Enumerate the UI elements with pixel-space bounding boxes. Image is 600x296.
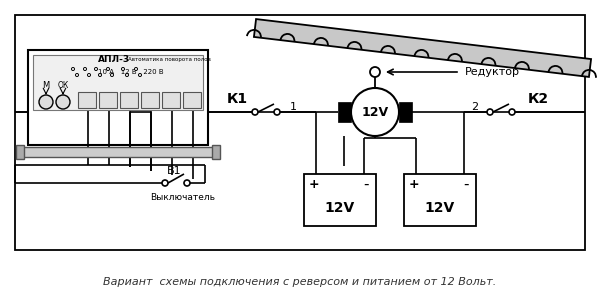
Bar [99,92,117,108]
Text: 2: 2 [471,102,478,112]
Text: -: - [463,176,469,192]
Bar [338,102,351,122]
Bar [141,92,159,108]
Circle shape [95,67,97,70]
Circle shape [125,73,128,76]
Bar [15,15,585,250]
Circle shape [487,109,493,115]
Circle shape [252,109,258,115]
Bar [304,174,376,226]
Text: Редуктор: Редуктор [465,67,520,77]
Bar [16,145,24,159]
Circle shape [139,73,142,76]
Text: +: + [409,178,419,191]
Bar [162,92,180,108]
Circle shape [274,109,280,115]
Bar [78,92,96,108]
Bar [212,145,220,159]
Text: Вариант  схемы подключения с реверсом и питанием от 12 Вольт.: Вариант схемы подключения с реверсом и п… [103,277,497,287]
Text: ОК: ОК [58,81,68,89]
Circle shape [162,180,168,186]
Circle shape [83,67,86,70]
Text: Автоматика поворота полов: Автоматика поворота полов [128,57,211,62]
Circle shape [351,88,399,136]
Circle shape [110,73,113,76]
Text: 10 А   12 В   220 В: 10 А 12 В 220 В [98,69,164,75]
Bar [22,147,214,157]
Text: К2: К2 [527,92,548,106]
Text: +: + [308,178,319,191]
Text: Выключатель: Выключатель [150,194,215,202]
Text: АПЛ-3: АПЛ-3 [98,56,130,65]
Circle shape [134,67,137,70]
Circle shape [98,73,101,76]
Text: В1: В1 [167,166,182,176]
Circle shape [509,109,515,115]
Text: М: М [43,81,50,89]
Bar [183,92,201,108]
Circle shape [56,95,70,109]
Circle shape [121,67,125,70]
Circle shape [39,95,53,109]
Text: 12V: 12V [425,201,455,215]
Bar [399,102,412,122]
Text: 1: 1 [290,102,297,112]
Bar [120,92,138,108]
Polygon shape [254,19,591,77]
Circle shape [76,73,79,76]
Circle shape [71,67,74,70]
Text: 12V: 12V [361,105,389,118]
Bar [33,55,203,110]
Text: -: - [363,176,369,192]
Text: К1: К1 [226,92,248,106]
Bar [404,174,476,226]
Bar [28,50,208,145]
Circle shape [184,180,190,186]
Circle shape [88,73,91,76]
Circle shape [370,67,380,77]
Circle shape [107,67,110,70]
Text: 12V: 12V [325,201,355,215]
